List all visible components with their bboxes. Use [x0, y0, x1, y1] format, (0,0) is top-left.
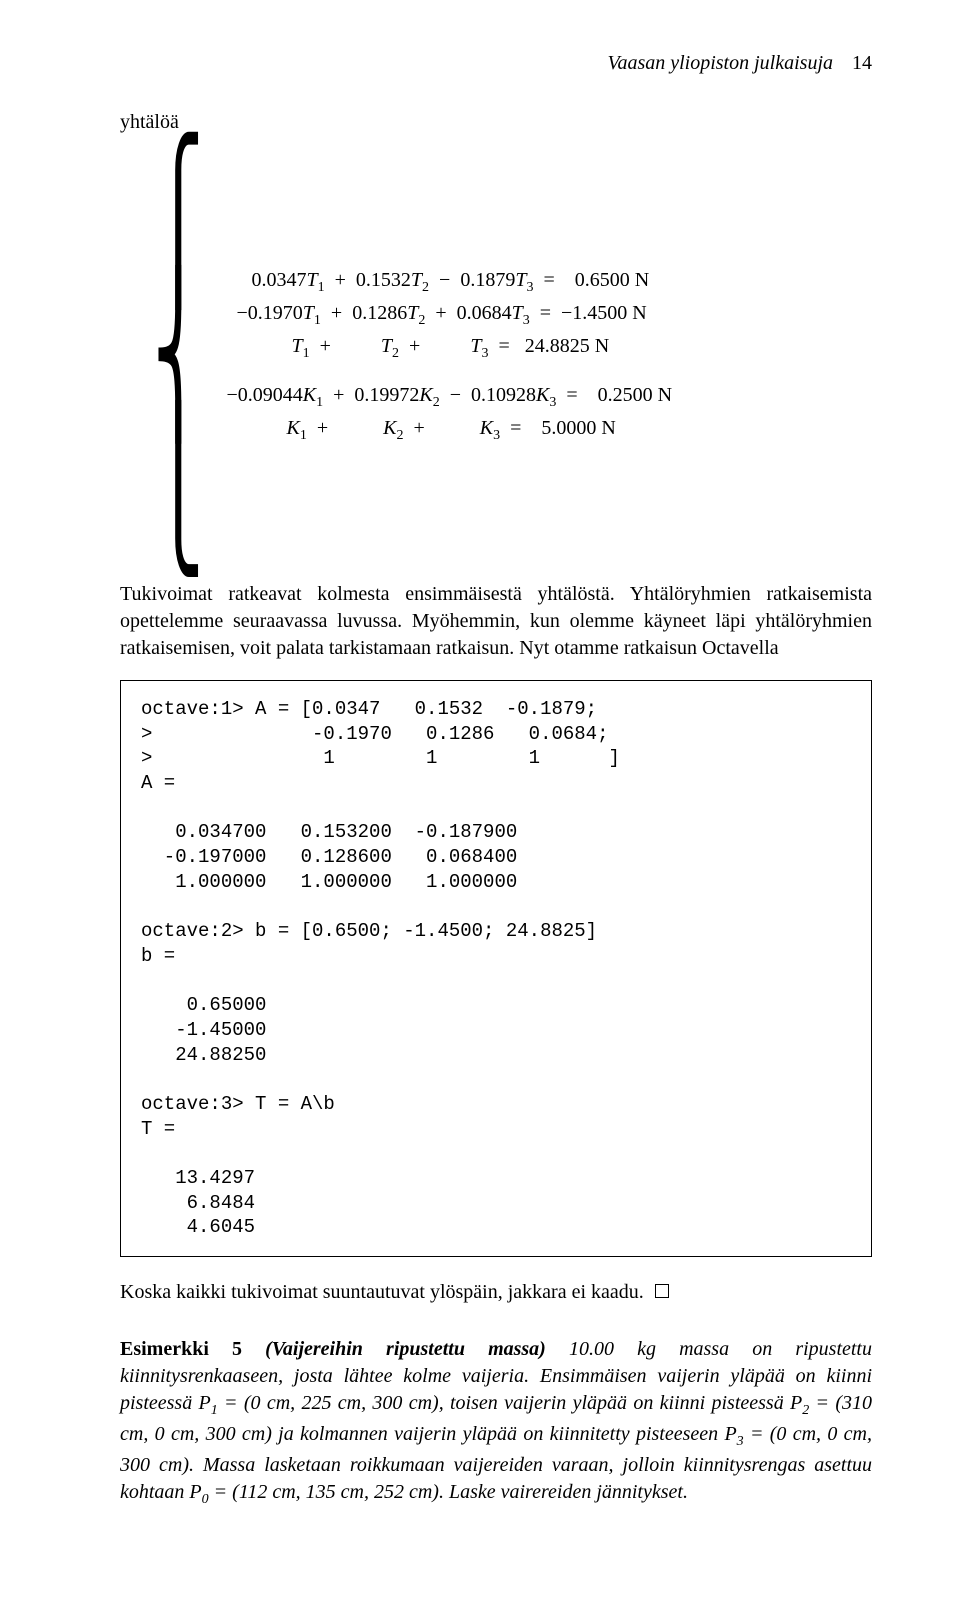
- page-number: 14: [852, 52, 872, 74]
- example-label: Esimerkki 5: [120, 1338, 242, 1360]
- eq-row: 0.0347T1 + 0.1532T2 − 0.1879T3 = 0.6500 …: [227, 267, 673, 298]
- qed-square-icon: [655, 1284, 669, 1298]
- example-title-text: (Vaijereihin ripustettu massa): [242, 1338, 569, 1360]
- equation-group-1: 0.0347T1 + 0.1532T2 − 0.1879T3 = 0.6500 …: [227, 267, 673, 364]
- p0: = (112 cm, 135 cm, 252 cm): [209, 1481, 439, 1503]
- sub-1: 1: [211, 1403, 218, 1418]
- p1: = (0 cm, 225 cm, 300 cm): [218, 1392, 439, 1414]
- example-5: Esimerkki 5 (Vaijereihin ripustettu mass…: [120, 1336, 872, 1510]
- equation-system: ⎧⎨⎩ 0.0347T1 + 0.1532T2 − 0.1879T3 = 0.6…: [120, 154, 872, 559]
- lead-word: yhtälöä: [120, 109, 872, 136]
- sub-0: 0: [202, 1492, 209, 1507]
- example-tail: . Laske vairereiden jännitykset.: [439, 1481, 688, 1503]
- equation-group-2: −0.09044K1 + 0.19972K2 − 0.10928K3 = 0.2…: [227, 382, 673, 446]
- mid1: , toisen vaijerin yläpää on kiinni piste…: [439, 1392, 803, 1414]
- mid2: ja kolmannen vaijerin yläpää on kiinnite…: [272, 1423, 737, 1445]
- paragraph-2: Koska kaikki tukivoimat suuntautuvat ylö…: [120, 1279, 872, 1306]
- eq-row: K1 + K2 + K3 = 5.0000 N: [227, 415, 673, 446]
- eq-row: −0.1970T1 + 0.1286T2 + 0.0684T3 = −1.450…: [227, 300, 673, 331]
- eq-row: T1 + T2 + T3 = 24.8825 N: [227, 333, 673, 364]
- paragraph-1: Tukivoimat ratkeavat kolmesta ensimmäise…: [120, 581, 872, 662]
- paragraph-2-text: Koska kaikki tukivoimat suuntautuvat ylö…: [120, 1281, 644, 1303]
- sub-3: 3: [737, 1434, 744, 1449]
- octave-code-block: octave:1> A = [0.0347 0.1532 -0.1879; > …: [120, 680, 872, 1257]
- equation-rows: 0.0347T1 + 0.1532T2 − 0.1879T3 = 0.6500 …: [227, 267, 673, 445]
- left-brace-icon: ⎧⎨⎩: [153, 154, 204, 559]
- page: Vaasan yliopiston julkaisuja 14 yhtälöä …: [0, 0, 960, 1588]
- eq-row: −0.09044K1 + 0.19972K2 − 0.10928K3 = 0.2…: [227, 382, 673, 413]
- example-lead: 10.00 kg: [569, 1338, 656, 1360]
- journal-title: Vaasan yliopiston julkaisuja: [607, 52, 833, 74]
- running-header: Vaasan yliopiston julkaisuja 14: [120, 50, 872, 77]
